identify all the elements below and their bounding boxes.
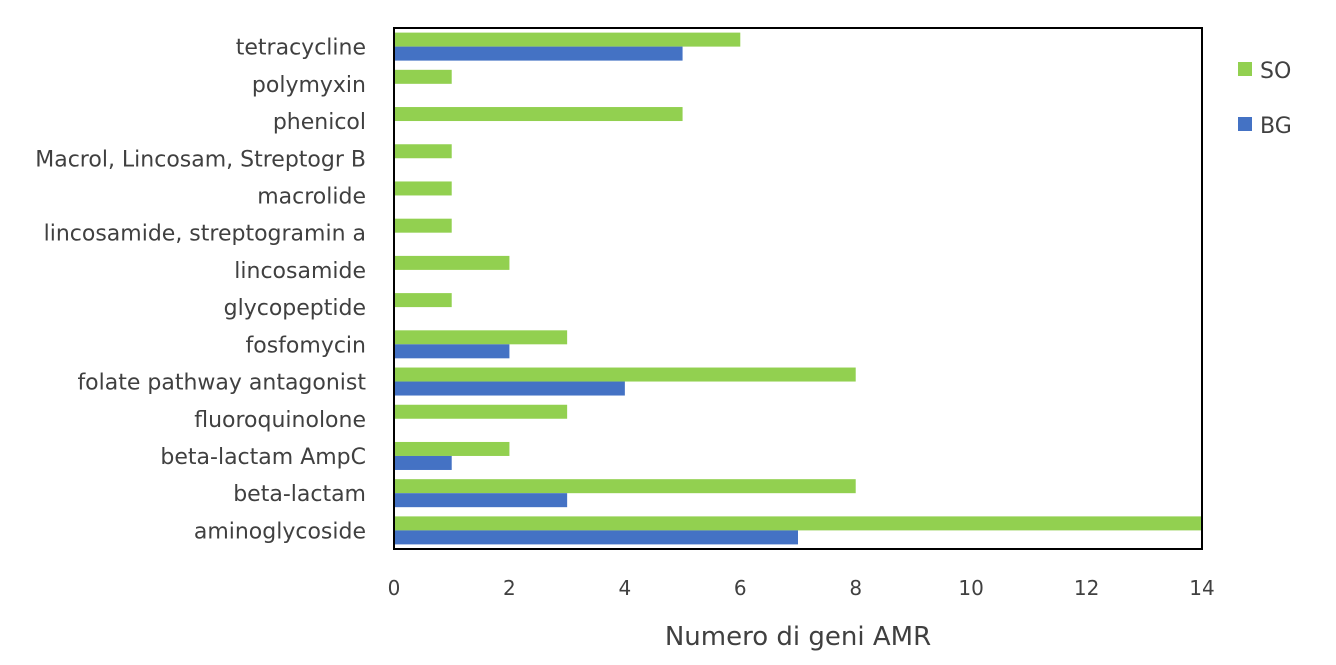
bar-so [394,255,510,270]
bar-so [394,516,1202,531]
x-tick-label: 12 [1074,576,1099,600]
bar-so [394,218,452,233]
category-label: macrolide [257,184,366,209]
bars-layer [394,32,1202,545]
category-label: lincosamide, streptogramin a [44,222,366,247]
bar-so [394,107,683,122]
category-label: lincosamide [234,259,366,284]
category-label: glycopeptide [224,296,366,321]
x-tick-label: 10 [958,576,983,600]
bar-so [394,293,452,308]
bar-bg [394,530,798,545]
plot-area-frame [393,27,1203,550]
bar-so [394,69,452,84]
bar-so [394,144,452,159]
x-tick-label: 6 [734,576,747,600]
bar-so [394,479,856,494]
x-axis-tick-labels: 0 2 4 6 8 10 12 14 [388,576,1215,600]
x-tick-label: 0 [388,576,401,600]
category-label: fosfomycin [246,333,366,358]
bar-bg [394,455,452,470]
bar-so [394,181,452,196]
bar-so [394,330,568,345]
category-label: beta-lactam AmpC [160,445,366,470]
category-label: Macrol, Lincosam, Streptogr B [35,147,366,172]
legend: SO BG [1238,59,1292,139]
category-label: aminoglycoside [194,519,366,544]
legend-swatch-bg [1238,117,1252,131]
bar-so [394,441,510,456]
bar-so [394,404,568,419]
bar-bg [394,344,510,359]
x-tick-label: 4 [618,576,631,600]
category-label: folate pathway antagonist [77,371,366,396]
bar-bg [394,493,568,508]
x-tick-label: 2 [503,576,516,600]
bar-bg [394,46,683,61]
category-label: phenicol [273,110,366,135]
bar-so [394,367,856,382]
category-label: beta-lactam [233,482,366,507]
x-tick-label: 14 [1189,576,1214,600]
category-label: tetracycline [236,36,366,61]
category-labels: tetracycline polymyxin phenicol Macrol, Lin… [35,36,366,545]
legend-label-bg: BG [1260,114,1292,139]
x-tick-label: 8 [849,576,862,600]
category-label: polymyxin [252,73,366,98]
category-label: fluoroquinolone [194,408,366,433]
x-axis-title: Numero di geni AMR [665,622,931,652]
legend-label-so: SO [1260,59,1291,84]
bar-so [394,32,741,47]
bar-bg [394,381,625,396]
legend-swatch-so [1238,62,1252,76]
